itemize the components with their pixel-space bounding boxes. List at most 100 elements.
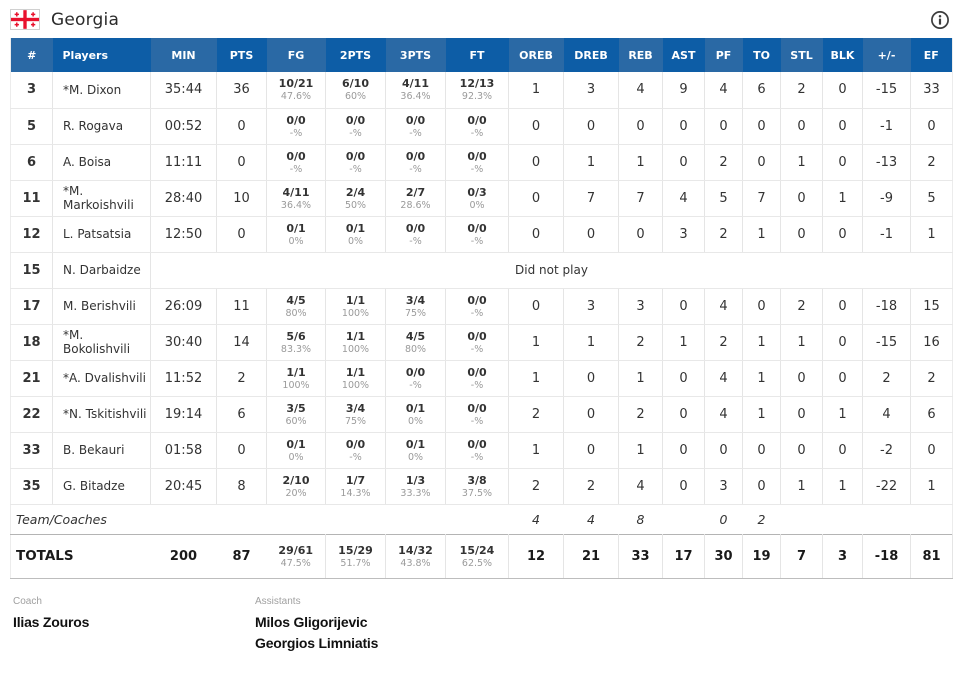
- cell-oreb: 1: [508, 360, 564, 397]
- cell-plus-minus: 2: [862, 360, 911, 397]
- cell-3pts-pct: -%: [409, 235, 422, 247]
- cell-reb: 7: [618, 180, 663, 217]
- col-header-num: #: [10, 38, 53, 72]
- cell-fg-pct: 80%: [285, 307, 307, 319]
- player-number: 22: [10, 396, 53, 433]
- cell-oreb: 0: [508, 180, 564, 217]
- col-header-reb: REB: [618, 38, 663, 72]
- cell-3pts-pct: 0%: [407, 451, 424, 463]
- col-header-pf: PF: [704, 38, 743, 72]
- cell-ft-made: 0/0: [467, 401, 487, 415]
- cell-fg: 4/11 36.4%: [266, 180, 326, 217]
- player-number: 11: [10, 180, 53, 217]
- cell-dreb: 7: [563, 180, 619, 217]
- cell-2pts: 0/0 -%: [325, 432, 386, 469]
- cell-dreb: 0: [563, 396, 619, 433]
- cell-oreb: 1: [508, 432, 564, 469]
- player-name: A. Boisa: [52, 144, 151, 181]
- table-row: 6 A. Boisa 11:11 0 0/0 -% 0/0 -% 0/0 -% 0/0 -% 0 1 1 0 2…: [10, 144, 953, 181]
- cell-reb: 1: [618, 432, 663, 469]
- totals-ast: 17: [662, 533, 705, 579]
- cell-2pts: 6/10 60%: [325, 72, 386, 109]
- cell-plus-minus: -2: [862, 432, 911, 469]
- cell-pf: 4: [704, 360, 743, 397]
- cell-fg-pct: -%: [289, 163, 303, 175]
- totals-fg-made: 29/61: [278, 543, 314, 557]
- cell-2pts-made: 0/0: [345, 149, 366, 163]
- cell-3pts-pct: 0%: [407, 415, 424, 427]
- cell-pts: 14: [216, 324, 267, 361]
- cell-min: 11:52: [150, 360, 217, 397]
- cell-pf: 0: [704, 108, 743, 145]
- totals-min: 200: [150, 533, 217, 579]
- totals-ef: 81: [910, 533, 953, 579]
- cell-blk: 1: [822, 180, 863, 217]
- totals-to: 19: [742, 533, 781, 579]
- cell-ef: 2: [910, 360, 953, 397]
- team-dreb: 4: [587, 511, 595, 527]
- cell-pts: 0: [216, 432, 267, 469]
- cell-blk: 0: [822, 324, 863, 361]
- cell-reb: 2: [618, 396, 663, 433]
- player-name: R. Rogava: [52, 108, 151, 145]
- info-icon[interactable]: [930, 10, 950, 30]
- cell-to: 0: [742, 468, 781, 505]
- cell-stl: 0: [780, 180, 823, 217]
- cell-fg-pct: 47.6%: [280, 91, 312, 103]
- cell-fg: 0/1 0%: [266, 432, 326, 469]
- player-name: *A. Dvalishvili: [52, 360, 151, 397]
- cell-ef: 2: [910, 144, 953, 181]
- cell-to: 0: [742, 144, 781, 181]
- cell-2pts-pct: 100%: [341, 379, 370, 391]
- cell-stl: 2: [780, 288, 823, 325]
- cell-ft: 12/13 92.3%: [445, 72, 509, 109]
- cell-3pts-pct: 80%: [404, 343, 427, 355]
- cell-pts: 10: [216, 180, 267, 217]
- cell-2pts-made: 1/1: [345, 293, 366, 307]
- totals-pf: 30: [704, 533, 743, 579]
- col-header-players: Players: [52, 38, 151, 72]
- col-header-ef: EF: [910, 38, 953, 72]
- cell-2pts: 1/1 100%: [325, 324, 386, 361]
- team-name-title: Georgia: [51, 9, 120, 30]
- table-row: 18 *M. Bokolishvili 30:40 14 5/6 83.3% 1/1 100%…: [10, 324, 953, 361]
- cell-3pts-made: 0/1: [405, 437, 426, 451]
- cell-ef: 0: [910, 108, 953, 145]
- totals-oreb: 12: [508, 533, 564, 579]
- cell-plus-minus: 4: [862, 396, 911, 433]
- cell-ast: 4: [662, 180, 705, 217]
- coach-label: Coach: [13, 595, 42, 607]
- cell-pf: 4: [704, 72, 743, 109]
- cell-fg-made: 4/5: [286, 293, 306, 307]
- cell-ef: 16: [910, 324, 953, 361]
- player-name: B. Bekauri: [52, 432, 151, 469]
- cell-ft-made: 0/0: [467, 329, 487, 343]
- cell-3pts: 0/0 -%: [385, 216, 446, 253]
- cell-ft: 0/3 0%: [445, 180, 509, 217]
- cell-2pts-made: 0/1: [345, 221, 366, 235]
- cell-ast: 0: [662, 360, 705, 397]
- cell-3pts-made: 0/0: [405, 221, 426, 235]
- col-header-2pts: 2PTS: [325, 38, 386, 72]
- cell-3pts-made: 0/0: [405, 113, 426, 127]
- cell-plus-minus: -1: [862, 216, 911, 253]
- player-number: 33: [10, 432, 53, 469]
- cell-2pts: 1/1 100%: [325, 288, 386, 325]
- cell-min: 12:50: [150, 216, 217, 253]
- team-oreb: 4: [532, 511, 540, 527]
- cell-dreb: 1: [563, 324, 619, 361]
- cell-plus-minus: -13: [862, 144, 911, 181]
- cell-blk: 0: [822, 432, 863, 469]
- cell-ft: 0/0 -%: [445, 324, 509, 361]
- cell-plus-minus: -18: [862, 288, 911, 325]
- assistant-name: Milos Gligorijevic: [255, 613, 368, 630]
- team-pf: 0: [719, 511, 728, 527]
- totals-fg-pct: 47.5%: [280, 557, 311, 569]
- cell-fg-pct: 83.3%: [280, 343, 312, 355]
- cell-fg: 1/1 100%: [266, 360, 326, 397]
- player-name: G. Bitadze: [52, 468, 151, 505]
- cell-3pts: 2/7 28.6%: [385, 180, 446, 217]
- cell-to: 0: [742, 288, 781, 325]
- cell-fg-pct: 0%: [288, 451, 304, 463]
- cell-blk: 0: [822, 144, 863, 181]
